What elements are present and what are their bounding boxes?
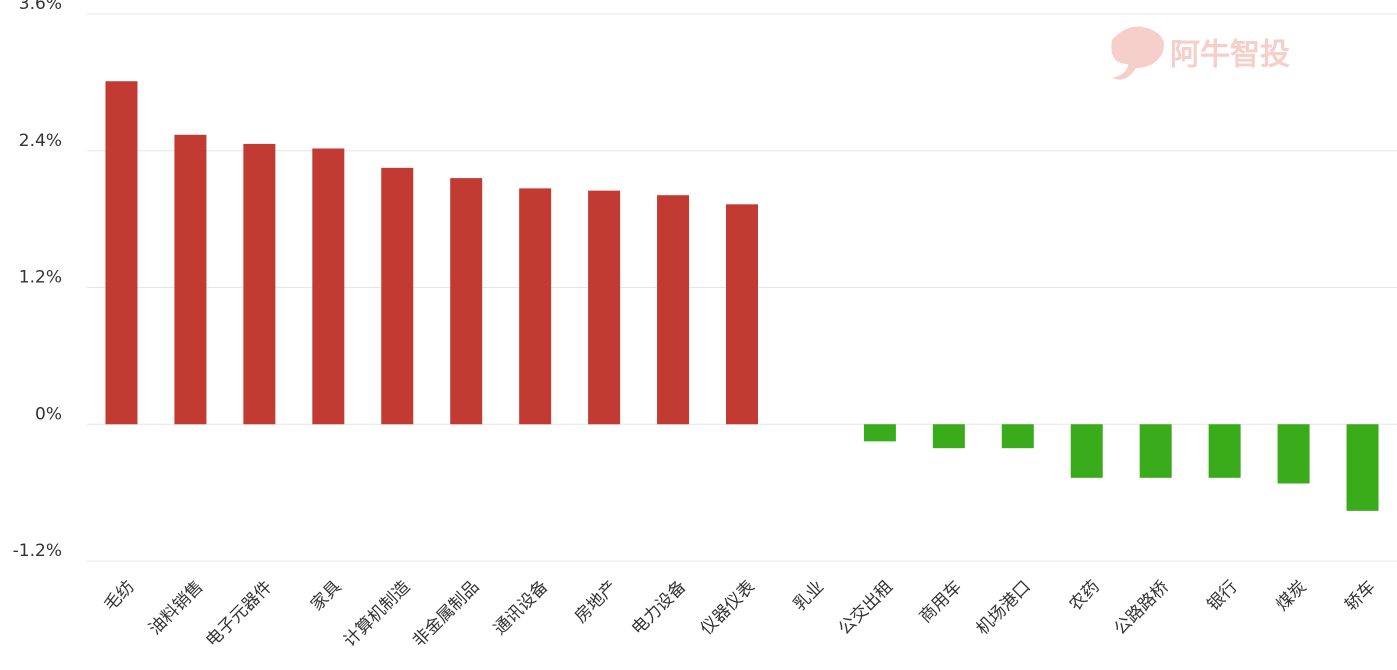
x-tick-label: 商用车 xyxy=(916,577,966,627)
bar xyxy=(863,424,896,442)
bar xyxy=(657,195,690,425)
x-tick-label: 仪器仪表 xyxy=(697,577,759,639)
x-tick-label: 家具 xyxy=(307,577,345,615)
x-tick-label: 电子元器件 xyxy=(202,577,276,651)
y-tick-label: 0% xyxy=(35,404,62,424)
watermark-text: 阿牛智投 xyxy=(1170,38,1290,73)
bar xyxy=(450,178,483,425)
bar xyxy=(726,204,758,425)
x-tick-label: 银行 xyxy=(1204,577,1242,615)
x-tick-label: 毛纺 xyxy=(100,577,138,615)
x-tick-label: 计算机制造 xyxy=(340,577,414,651)
bar xyxy=(1139,424,1172,478)
bar xyxy=(105,81,138,425)
x-tick-label: 公路路桥 xyxy=(1111,577,1173,639)
x-tick-label: 乳业 xyxy=(790,577,828,615)
watermark-logo xyxy=(1111,26,1164,80)
y-tick-label: 2.4% xyxy=(19,131,62,151)
x-tick-label: 煤炭 xyxy=(1272,577,1310,615)
watermark: 阿牛智投 xyxy=(1111,26,1290,80)
x-tick-label: 电力设备 xyxy=(628,577,690,639)
bar xyxy=(1070,424,1103,478)
bar xyxy=(932,424,965,449)
x-tick-label: 房地产 xyxy=(571,577,621,627)
x-tick-label: 公交出租 xyxy=(835,577,897,639)
y-tick-label: -1.2% xyxy=(13,541,62,561)
x-tick-label: 机场港口 xyxy=(973,577,1035,639)
bar xyxy=(588,190,621,425)
bar xyxy=(174,134,207,425)
bar xyxy=(1346,424,1379,511)
bar xyxy=(1277,424,1310,484)
bar xyxy=(1001,424,1034,449)
x-tick-label: 农药 xyxy=(1066,577,1104,615)
y-tick-label: 3.6% xyxy=(19,0,62,14)
y-tick-label: 1.2% xyxy=(19,268,62,288)
x-tick-label: 通讯设备 xyxy=(490,577,552,639)
bar xyxy=(1208,424,1241,478)
bar xyxy=(243,143,276,425)
bar xyxy=(381,167,414,425)
bar xyxy=(519,188,552,425)
bar xyxy=(312,148,345,425)
x-tick-label: 轿车 xyxy=(1341,577,1379,615)
x-tick-label: 非金属制品 xyxy=(409,577,483,651)
x-tick-label: 油料销售 xyxy=(145,577,207,639)
